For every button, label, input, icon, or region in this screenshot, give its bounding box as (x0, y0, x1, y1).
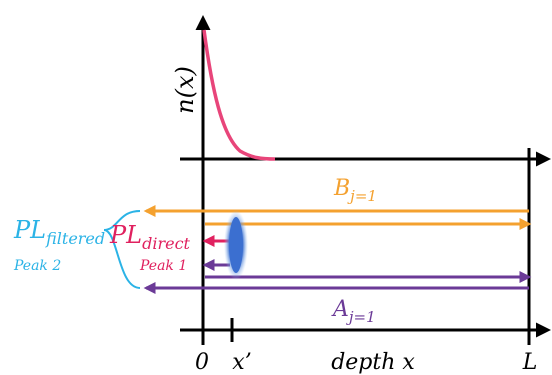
tick-0: 0 (195, 350, 209, 375)
pl-filtered-sub: filtered (45, 229, 105, 248)
n-x-curve (202, 29, 276, 161)
peak2-label: Peak 2 (13, 258, 61, 274)
tick-depth: depth x (331, 350, 415, 375)
b-sub: j=1 (347, 187, 377, 205)
a-label: Aj=1 (331, 297, 376, 326)
tick-L: L (522, 350, 538, 375)
tick-xprime: x’ (232, 350, 251, 375)
emitter-ellipse (229, 217, 243, 273)
pl-filtered-label: PLfiltered (13, 216, 105, 248)
pl-direct-sub: direct (142, 234, 190, 253)
a-sub: j=1 (346, 308, 376, 326)
b-label: Bj=1 (333, 176, 377, 205)
peak1-label: Peak 1 (139, 258, 187, 274)
y-axis-label: n(x) (171, 66, 199, 114)
cyan-brace (103, 210, 141, 289)
pl-direct-label: PLdirect (109, 221, 191, 253)
